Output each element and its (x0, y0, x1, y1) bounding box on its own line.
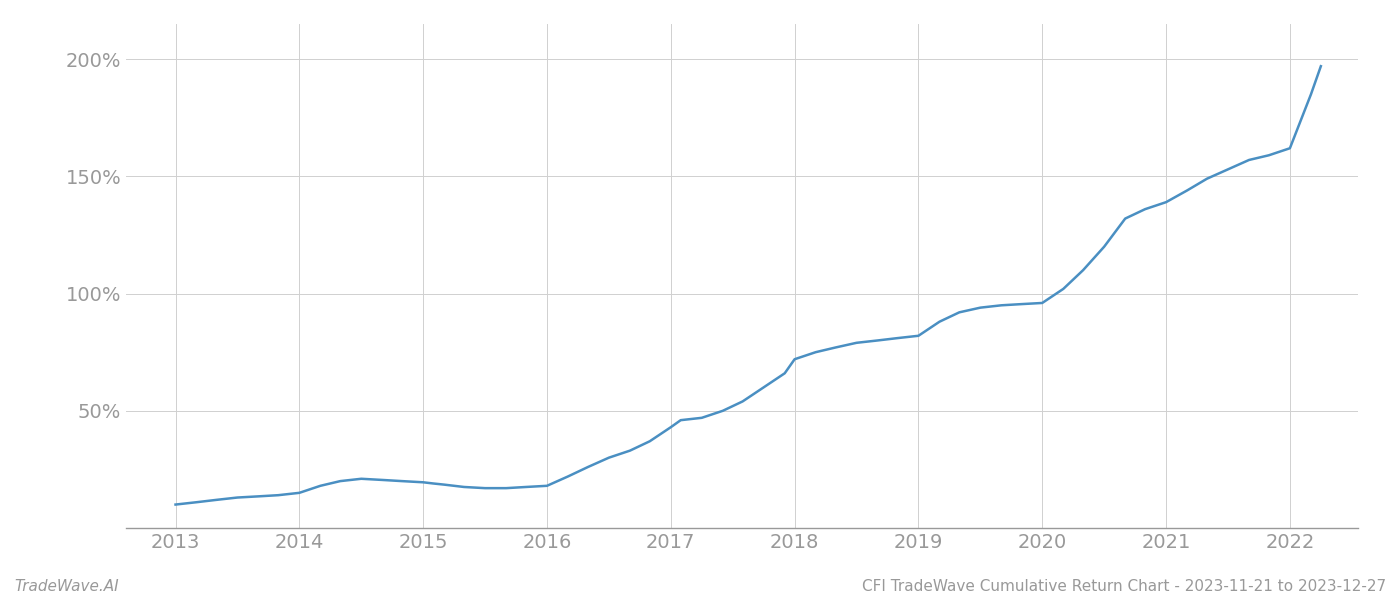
Text: CFI TradeWave Cumulative Return Chart - 2023-11-21 to 2023-12-27: CFI TradeWave Cumulative Return Chart - … (862, 579, 1386, 594)
Text: TradeWave.AI: TradeWave.AI (14, 579, 119, 594)
